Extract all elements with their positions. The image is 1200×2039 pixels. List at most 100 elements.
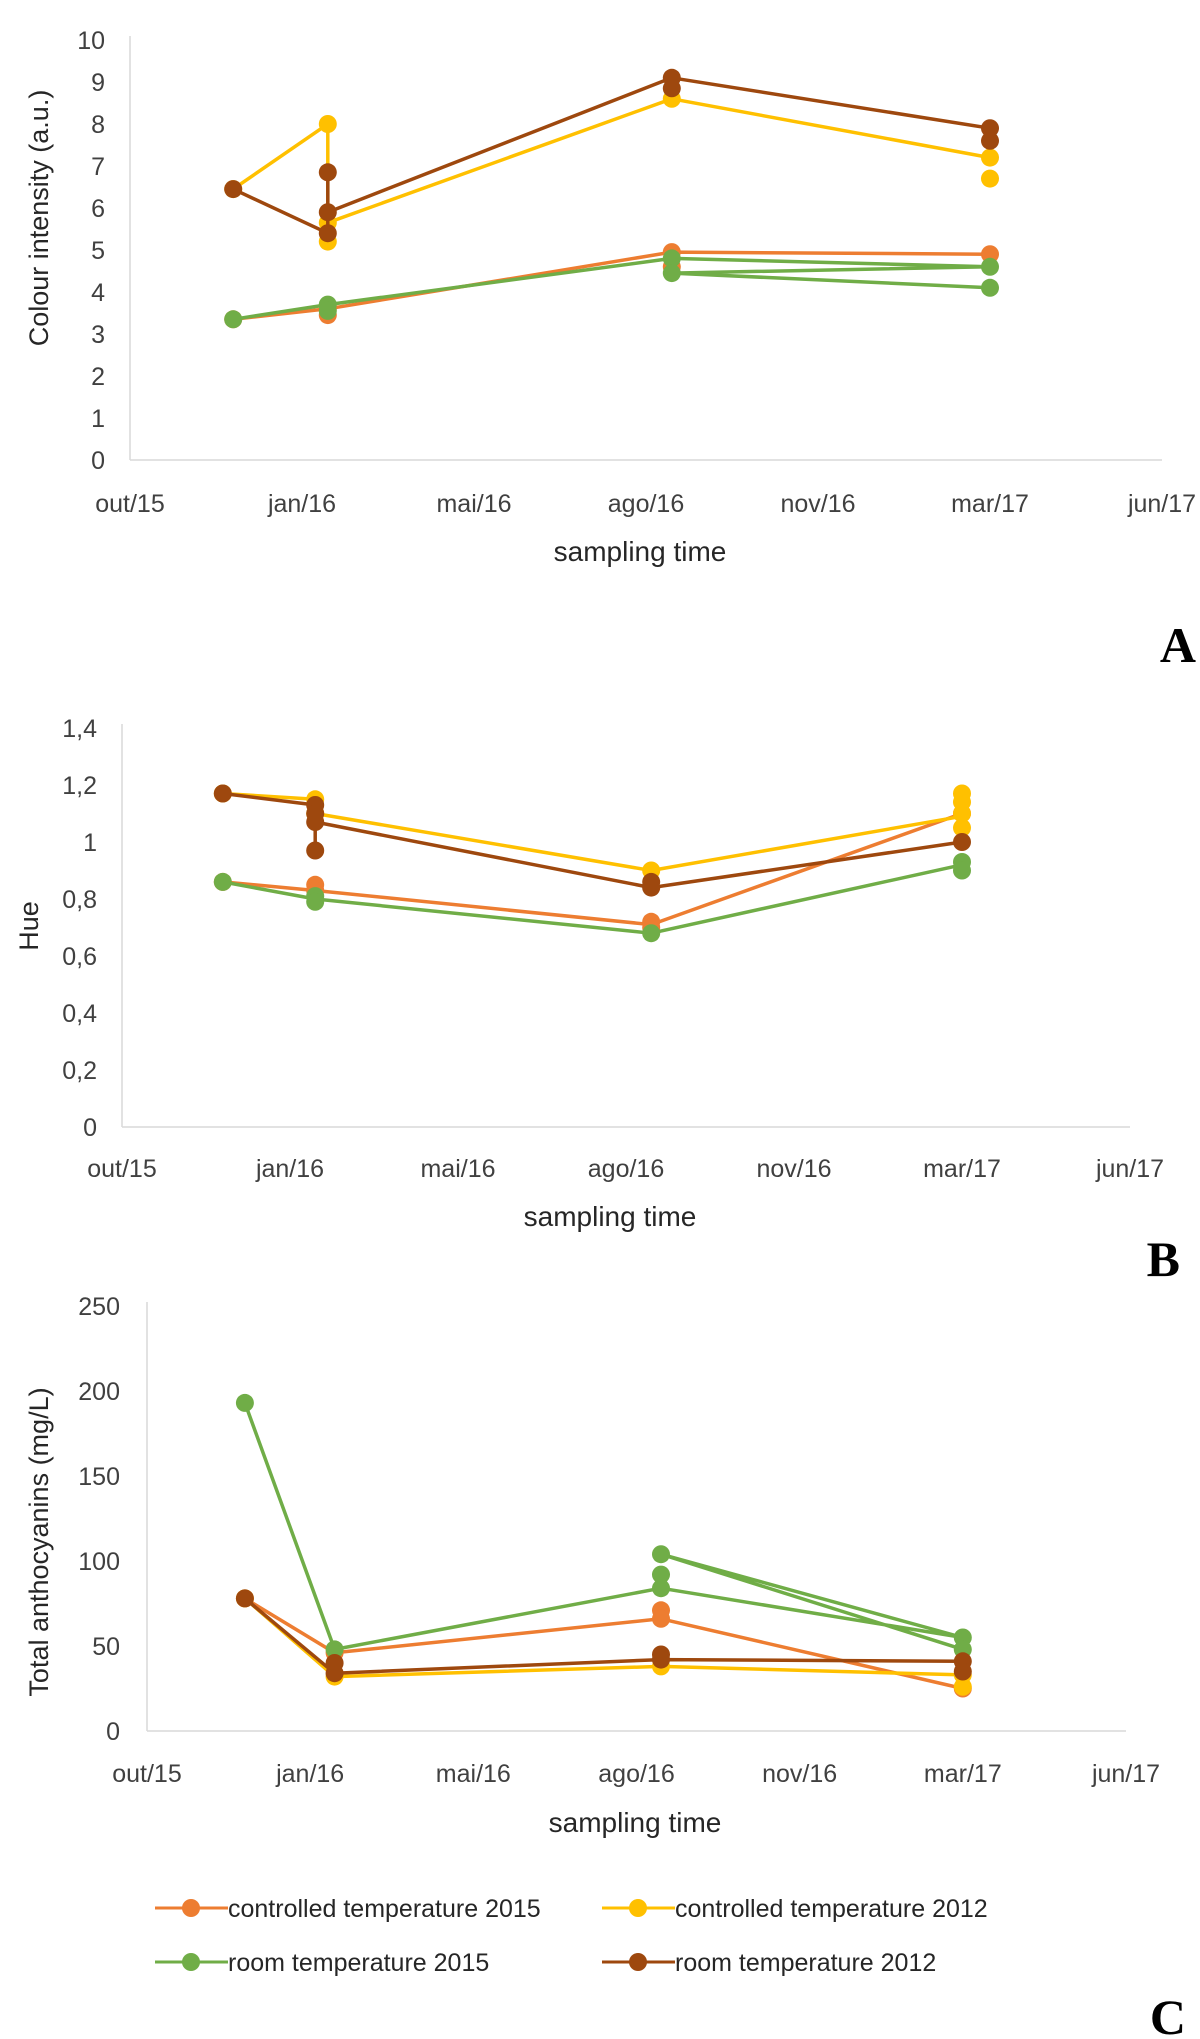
chart-c-y-tick-label: 200 — [78, 1378, 120, 1406]
chart-b-y-tick-label: 0,8 — [62, 886, 97, 914]
chart-a-data-point — [981, 278, 999, 297]
chart-a-x-tick-label: jan/16 — [267, 490, 336, 518]
legend-item-controlled-2015: controlled temperature 2015 — [155, 1895, 541, 1923]
chart-a-series-controlled-temperature-2015 — [224, 243, 999, 329]
legend-item-controlled-2012: controlled temperature 2012 — [602, 1895, 988, 1923]
chart-b-x-tick-label: nov/16 — [756, 1155, 831, 1183]
chart-a-x-tick-label: ago/16 — [608, 490, 684, 518]
chart-c-x-tick-label: mai/16 — [436, 1760, 511, 1788]
chart-b-series-line — [222, 791, 963, 890]
legend-label-controlled-2015: controlled temperature 2015 — [228, 1895, 541, 1923]
chart-a-data-point — [224, 310, 243, 329]
chart-a-data-point — [318, 115, 337, 133]
chart-a-data-point — [662, 264, 681, 283]
chart-c-x-tick-label: jan/16 — [275, 1760, 344, 1788]
chart-b-data-point — [213, 784, 232, 803]
chart-c-data-point — [953, 1662, 972, 1681]
chart-b-x-tick-label: mar/17 — [923, 1155, 1001, 1183]
chart-b-y-axis-label: Hue — [14, 901, 44, 951]
chart-b-y-tick-label: 0,4 — [62, 1000, 97, 1028]
chart-b-x-tick-label: mai/16 — [420, 1155, 495, 1183]
chart-a-y-tick-label: 8 — [91, 111, 105, 139]
panel-label-c: C — [1150, 1989, 1186, 2039]
legend-item-room-2015: room temperature 2015 — [155, 1949, 489, 1977]
chart-b-series-controlled-temperature-2012 — [213, 784, 971, 880]
chart-c-series-room-temperature-2012 — [235, 1589, 972, 1683]
chart-a-x-tick-label: mar/17 — [951, 490, 1029, 518]
chart-c-data-point — [652, 1579, 670, 1598]
chart-a-x-tick-label: jun/17 — [1127, 490, 1196, 518]
chart-c-series-line — [243, 1597, 963, 1675]
chart-c-data-point — [652, 1565, 670, 1584]
chart-a-data-point — [318, 224, 337, 243]
chart-c-x-tick-label: nov/16 — [762, 1760, 837, 1788]
chart-b-data-point — [953, 833, 971, 851]
chart-b-data-point — [306, 813, 325, 831]
chart-c-data-point — [235, 1393, 254, 1412]
chart-a-data-point — [318, 301, 337, 320]
chart-a-y-tick-label: 9 — [91, 69, 105, 97]
chart-b-x-axis-label: sampling time — [524, 1201, 697, 1232]
chart-c-y-tick-label: 100 — [78, 1548, 120, 1576]
chart-a-y-tick-label: 10 — [77, 27, 105, 55]
chart-a-y-tick-label: 1 — [91, 405, 105, 433]
chart-c-series-line — [243, 1402, 965, 1652]
chart-c-x-tick-label: mar/17 — [924, 1760, 1002, 1788]
chart-c-data-point — [652, 1609, 670, 1628]
chart-c-y-tick-label: 250 — [78, 1293, 120, 1321]
chart-total-anthocyanins: Total anthocyanins (mg/L) sampling time … — [24, 1293, 1160, 1838]
chart-c-data-point — [325, 1654, 344, 1672]
chart-b-y-tick-label: 0,2 — [62, 1057, 97, 1085]
chart-c-y-tick-label: 50 — [92, 1633, 120, 1661]
chart-b-series-line — [222, 811, 963, 927]
chart-a-data-point — [981, 257, 999, 276]
chart-c-series-room-temperature-2015 — [235, 1393, 972, 1659]
chart-b-y-tick-label: 1 — [83, 829, 97, 857]
chart-a-data-point — [981, 148, 999, 167]
chart-c-data-point — [652, 1645, 670, 1664]
panel-label-a: A — [1160, 617, 1196, 673]
legend-marker-controlled-2012 — [629, 1899, 647, 1917]
chart-c-data-point — [235, 1589, 254, 1608]
panel-label-b: B — [1147, 1231, 1180, 1287]
chart-b-data-point — [953, 818, 971, 837]
chart-b-data-point — [953, 861, 971, 880]
chart-b-y-tick-label: 1,2 — [62, 772, 97, 800]
chart-a-x-tick-label: mai/16 — [436, 490, 511, 518]
chart-a-data-point — [981, 169, 999, 188]
chart-a-y-tick-label: 6 — [91, 195, 105, 223]
chart-a-series-room-temperature-2015 — [224, 249, 999, 329]
chart-a-series-line — [232, 76, 991, 235]
chart-a-data-point — [224, 180, 243, 199]
chart-c-series-controlled-temperature-2015 — [235, 1589, 972, 1698]
chart-a-y-axis-label: Colour intensity (a.u.) — [24, 90, 54, 347]
chart-a-x-tick-label: out/15 — [95, 490, 165, 518]
legend-label-room-2012: room temperature 2012 — [675, 1949, 936, 1977]
chart-b-y-tick-label: 0,6 — [62, 943, 97, 971]
chart-c-series-controlled-temperature-2012 — [235, 1589, 972, 1696]
chart-c-data-point — [953, 1677, 972, 1696]
chart-a-data-point — [318, 163, 337, 182]
legend-marker-controlled-2015 — [182, 1899, 200, 1917]
chart-b-data-point — [306, 841, 325, 860]
chart-b-series-room-temperature-2015 — [213, 853, 971, 943]
legend-label-controlled-2012: controlled temperature 2012 — [675, 1895, 988, 1923]
chart-b-series-line — [222, 863, 963, 935]
chart-a-y-tick-label: 4 — [91, 279, 105, 307]
chart-colour-intensity: Colour intensity (a.u.) sampling time 0 1… — [24, 27, 1196, 567]
chart-a-data-point — [981, 119, 999, 138]
chart-hue: Hue sampling time 0 0,2 0,4 0,6 0,8 1 1,2 1,4 ou… — [14, 715, 1164, 1232]
chart-a-y-tick-label: 3 — [91, 321, 105, 349]
chart-a-data-point — [662, 249, 681, 268]
legend-marker-room-2015 — [182, 1953, 200, 1971]
chart-b-y-tick-label: 1,4 — [62, 715, 97, 743]
chart-b-x-tick-label: ago/16 — [588, 1155, 664, 1183]
chart-c-x-tick-label: jun/17 — [1091, 1760, 1160, 1788]
chart-b-data-point — [642, 878, 661, 897]
chart-c-y-tick-label: 0 — [106, 1718, 120, 1746]
chart-a-data-point — [318, 203, 337, 222]
chart-c-data-point — [325, 1640, 344, 1659]
chart-c-x-tick-label: ago/16 — [598, 1760, 674, 1788]
chart-a-series-line — [232, 256, 992, 322]
